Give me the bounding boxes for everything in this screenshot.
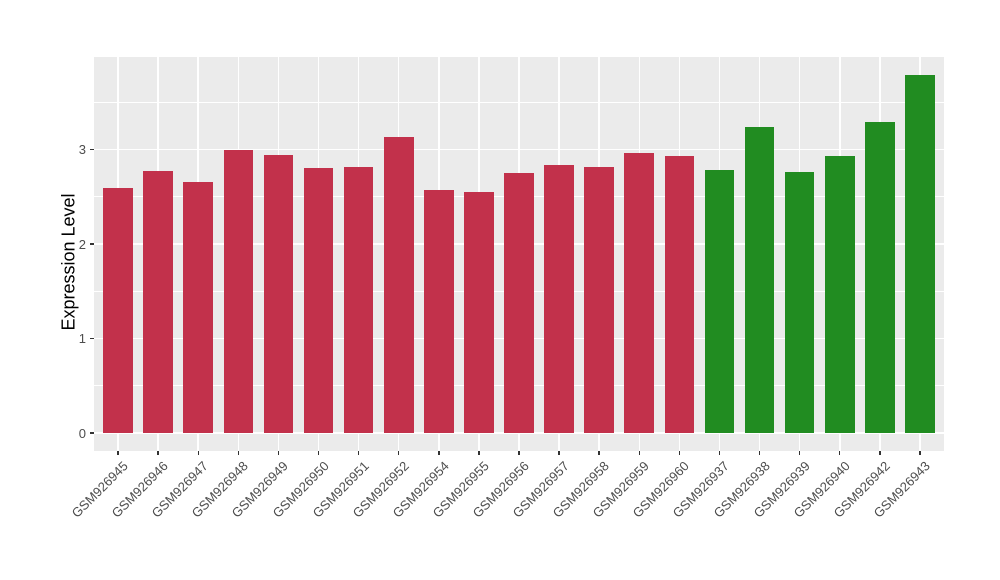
x-tick-mark [718,451,721,455]
bar-gsm926942 [865,122,895,434]
bar-gsm926957 [544,164,574,434]
x-tick-mark [157,451,159,455]
bar-gsm926946 [143,171,173,434]
bar-gsm926938 [744,126,775,434]
bar-gsm926947 [183,181,214,434]
bar-gsm926939 [784,172,815,434]
bar-gsm926937 [704,170,735,434]
y-tick-mark [90,243,94,245]
x-tick-mark [478,451,480,455]
bar-gsm926960 [664,156,695,434]
x-tick-mark [758,451,761,455]
x-tick-mark [277,451,280,455]
bar-gsm926958 [584,166,614,434]
x-tick-mark [357,451,360,455]
y-tick-mark [90,432,94,434]
x-tick-mark [638,451,640,455]
x-tick-mark [438,451,440,455]
y-tick-label: 3 [78,142,86,158]
y-tick-label: 1 [78,331,86,347]
x-tick-mark [919,451,921,455]
y-tick-mark [90,148,94,151]
x-tick-mark [598,451,600,455]
x-tick-mark [237,451,240,455]
x-tick-mark [518,451,520,455]
x-tick-mark [117,451,119,455]
plot-panel [94,57,944,451]
y-tick-label: 2 [78,236,86,252]
x-tick-mark [558,451,560,455]
bar-gsm926959 [624,153,655,434]
y-axis-title: Expression Level [58,193,79,331]
x-tick-mark [197,451,199,455]
bar-gsm926954 [424,190,454,434]
x-tick-mark [798,451,801,455]
x-tick-mark [678,451,681,455]
bar-gsm926956 [504,173,534,434]
x-tick-mark [317,451,320,455]
bar-gsm926955 [464,192,494,434]
bar-gsm926943 [905,74,935,434]
bar-gsm926949 [263,155,294,434]
y-tick-mark [90,337,94,340]
y-tick-label: 0 [78,425,86,441]
x-tick-mark [879,451,881,455]
bar-gsm926948 [223,149,254,434]
bar-gsm926945 [103,188,133,434]
bar-gsm926952 [383,137,414,434]
bar-gsm926950 [303,167,334,434]
bar-gsm926940 [824,156,855,434]
bar-gsm926951 [343,166,374,434]
x-tick-mark [839,451,841,455]
x-tick-mark [398,451,400,455]
